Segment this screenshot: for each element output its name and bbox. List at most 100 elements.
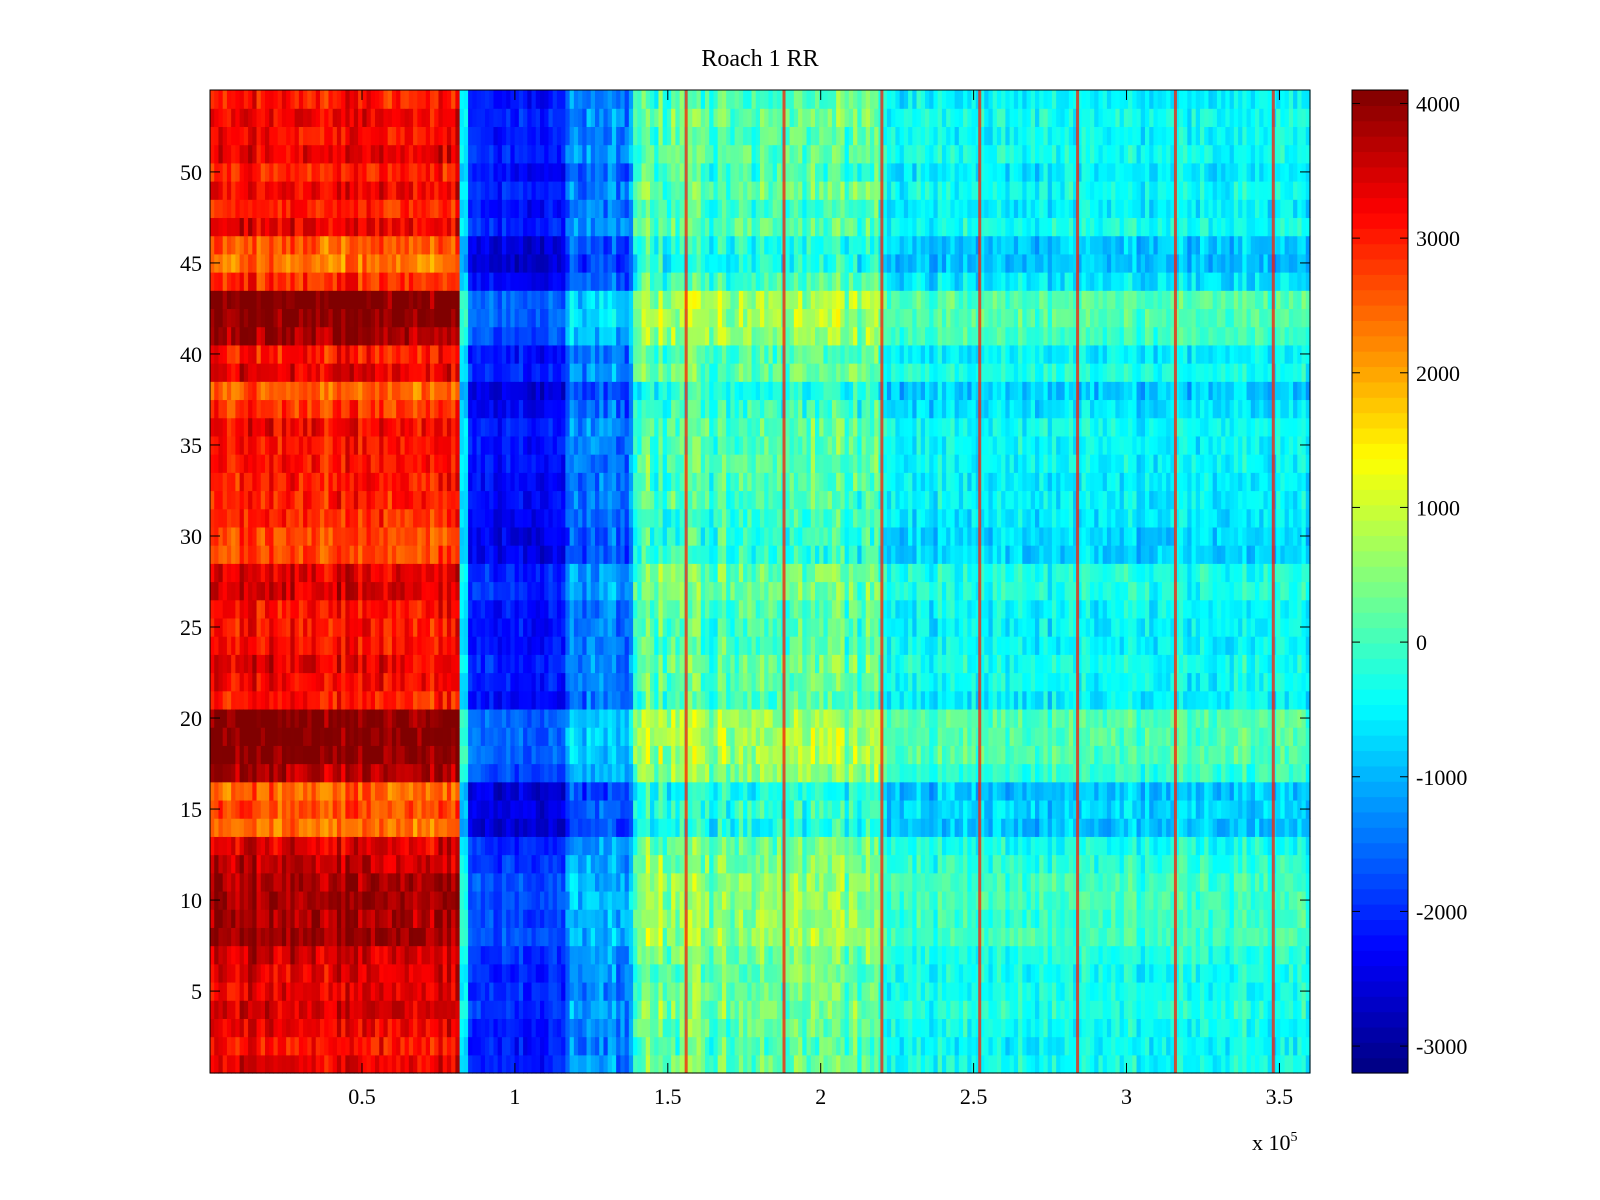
heatmap-cell (341, 1054, 346, 1074)
heatmap-cell (497, 763, 503, 783)
heatmap-cell (501, 563, 507, 583)
heatmap-cell (218, 854, 224, 874)
heatmap-cell (248, 199, 253, 219)
heatmap-cell (396, 290, 401, 310)
heatmap-cell (349, 617, 355, 637)
heatmap-cell (396, 1054, 401, 1074)
heatmap-cell (506, 745, 511, 765)
heatmap-cell (493, 708, 499, 728)
heatmap-cell (595, 890, 600, 910)
heatmap-cell (459, 126, 465, 146)
heatmap-cell (417, 1000, 423, 1019)
heatmap-cell (421, 799, 427, 819)
heatmap-cell (561, 435, 566, 455)
heatmap-cell (446, 654, 452, 674)
heatmap-cell (298, 253, 304, 273)
heatmap-cell (514, 909, 520, 928)
heatmap-cell (269, 763, 275, 783)
heatmap-cell (578, 126, 583, 146)
heatmap-cell (286, 872, 291, 892)
heatmap-cell (438, 654, 444, 674)
heatmap-cell (281, 1018, 287, 1038)
heatmap-cell (290, 199, 296, 219)
heatmap-cell (387, 435, 393, 455)
heatmap-cell (595, 745, 600, 765)
heatmap-cell (256, 290, 262, 310)
heatmap-cell (248, 90, 253, 109)
heatmap-cell (565, 290, 571, 310)
heatmap-cell (531, 1036, 537, 1056)
heatmap-cell (362, 781, 368, 801)
heatmap-cell (472, 927, 478, 947)
heatmap-cell (535, 690, 541, 710)
heatmap-cell (290, 708, 296, 728)
heatmap-cell (269, 854, 275, 874)
heatmap-cell (485, 654, 490, 674)
heatmap-cell (328, 308, 334, 328)
heatmap-cell (341, 253, 346, 273)
heatmap-cell (523, 654, 528, 674)
heatmap-cell (514, 490, 520, 510)
heatmap-cell (235, 435, 241, 455)
heatmap-cell (256, 909, 262, 928)
heatmap-cell (497, 490, 503, 510)
heatmap-cell (290, 363, 296, 382)
heatmap-cell (336, 727, 342, 746)
heatmap-cell (400, 162, 406, 182)
heatmap-cell (391, 763, 397, 783)
heatmap-cell (438, 435, 444, 455)
heatmap-cell (286, 472, 291, 492)
heatmap-cell (442, 1018, 448, 1038)
heatmap-cell (243, 435, 249, 455)
heatmap-cell (489, 181, 495, 200)
heatmap-cell (286, 253, 291, 273)
heatmap-cell (404, 872, 410, 892)
heatmap-cell (544, 854, 550, 874)
heatmap-cell (552, 599, 558, 619)
heatmap-cell (239, 454, 245, 473)
heatmap-cell (349, 508, 355, 528)
heatmap-cell (336, 781, 342, 801)
heatmap-cell (408, 599, 414, 619)
heatmap-cell (286, 508, 291, 528)
heatmap-cell (569, 290, 575, 310)
heatmap-cell (311, 981, 317, 1001)
heatmap-cell (362, 909, 368, 928)
heatmap-cell (552, 490, 558, 510)
heatmap-cell (472, 417, 478, 437)
heatmap-cell (336, 1036, 342, 1056)
heatmap-cell (501, 763, 507, 783)
heatmap-cell (430, 344, 435, 364)
heatmap-cell (341, 799, 346, 819)
heatmap-cell (485, 799, 490, 819)
heatmap-cell (396, 1000, 401, 1019)
heatmap-cell (256, 308, 262, 328)
heatmap-cell (400, 763, 406, 783)
heatmap-cell (582, 235, 588, 255)
heatmap-cell (425, 253, 431, 273)
heatmap-cell (324, 818, 330, 837)
heatmap-cell (468, 272, 473, 291)
heatmap-cell (531, 927, 537, 947)
heatmap-cell (556, 1054, 562, 1074)
heatmap-cell (510, 162, 516, 182)
heatmap-cell (586, 599, 592, 619)
heatmap-cell (358, 745, 363, 765)
heatmap-cell (235, 108, 241, 127)
heatmap-cell (446, 708, 452, 728)
heatmap-cell (556, 417, 562, 437)
heatmap-cell (396, 872, 401, 892)
heatmap-cell (286, 417, 291, 437)
heatmap-cell (493, 690, 499, 710)
heatmap-cell (375, 836, 380, 856)
heatmap-cell (430, 144, 435, 164)
heatmap-cell (595, 253, 600, 273)
heatmap-cell (307, 654, 313, 674)
heatmap-cell (468, 126, 473, 146)
heatmap-cell (404, 126, 410, 146)
heatmap-cell (336, 672, 342, 692)
heatmap-cell (239, 508, 245, 528)
heatmap-cell (286, 545, 291, 564)
heatmap-cell (569, 963, 575, 983)
heatmap-cell (324, 963, 330, 983)
